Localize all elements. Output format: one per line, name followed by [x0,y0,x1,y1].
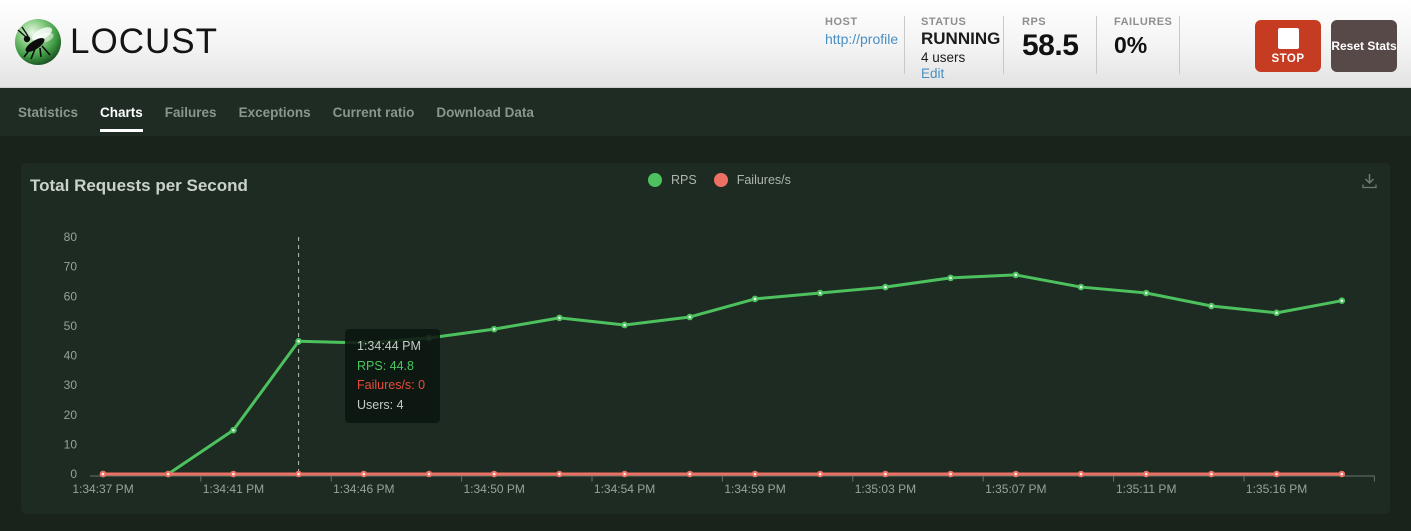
reset-stats-button[interactable]: Reset Stats [1331,20,1397,72]
host-label: HOST [825,16,858,28]
tab-statistics[interactable]: Statistics [18,104,79,120]
stop-button-label: STOP [1271,52,1305,65]
svg-text:70: 70 [64,260,78,274]
failures-s-series [99,470,1346,478]
svg-text:1:35:03 PM: 1:35:03 PM [855,482,916,496]
header-stats: HOST http://profile STATUS RUNNING 4 use… [809,0,1397,88]
svg-text:1:34:59 PM: 1:34:59 PM [724,482,785,496]
tooltip-failures: Failures/s: 0 [357,378,426,392]
svg-text:1:35:16 PM: 1:35:16 PM [1246,482,1307,496]
tooltip-users: Users: 4 [357,397,404,412]
tooltip-time: 1:34:44 PM [357,339,421,353]
user-count: 4 users [921,50,966,65]
main-nav: Statistics Charts Failures Exceptions Cu… [0,88,1411,136]
spacer [1180,16,1255,17]
svg-text:40: 40 [64,349,78,363]
download-chart-icon[interactable] [1360,172,1379,191]
legend-item-failures[interactable]: Failures/s [713,173,791,187]
svg-text:80: 80 [64,230,78,244]
tab-download-data[interactable]: Download Data [436,104,534,120]
stop-button[interactable]: STOP [1255,20,1321,72]
svg-text:1:34:37 PM: 1:34:37 PM [72,482,133,496]
chart-legend: RPS Failures/s [648,173,808,187]
logo-wordmark: LOCUST [70,22,218,61]
y-axis-labels: 0 10 20 30 40 50 60 70 80 [64,230,78,481]
svg-text:20: 20 [64,408,78,422]
failures-label: FAILURES [1114,16,1173,28]
logo: LOCUST [14,18,218,66]
svg-text:0: 0 [70,467,77,481]
chart-tooltip: 1:34:44 PM RPS: 44.8 Failures/s: 0 Users… [345,329,440,423]
svg-text:1:34:41 PM: 1:34:41 PM [203,482,264,496]
svg-text:50: 50 [64,319,78,333]
locust-logo-icon [15,19,61,65]
rps-series [99,271,1346,478]
tab-failures[interactable]: Failures [164,104,217,120]
tab-exceptions[interactable]: Exceptions [238,104,311,120]
status-value: RUNNING [921,29,1001,48]
svg-text:60: 60 [64,289,78,303]
svg-text:1:35:07 PM: 1:35:07 PM [985,482,1046,496]
tooltip-rps: RPS: 44.8 [357,358,414,373]
tab-current-ratio[interactable]: Current ratio [332,104,415,120]
host-link[interactable]: http://profile [825,31,899,47]
nav-tabs: Statistics Charts Failures Exceptions Cu… [0,88,1411,136]
edit-users-link[interactable]: Edit [921,66,945,81]
failures-legend-dot-icon [713,173,728,187]
rps-value: 58.5 [1022,29,1079,62]
stop-icon [1277,27,1299,49]
status-label: STATUS [921,16,967,28]
rps-block: RPS 58.5 [1003,16,1096,74]
x-axis [90,475,1375,482]
svg-text:1:34:54 PM: 1:34:54 PM [594,482,655,496]
svg-text:1:34:50 PM: 1:34:50 PM [464,482,525,496]
svg-text:1:34:46 PM: 1:34:46 PM [333,482,394,496]
failures-block: FAILURES 0% [1096,16,1180,74]
status-block: STATUS RUNNING 4 users Edit [904,16,1003,81]
x-axis-labels: 1:34:37 PM 1:34:41 PM 1:34:46 PM 1:34:50 PM… [72,482,1307,496]
legend-item-rps[interactable]: RPS [648,173,697,187]
host-block: HOST http://profile [809,16,904,74]
header: LOCUST HOST http://profile STATUS RUNNIN… [0,0,1411,88]
content-area: Total Requests per Second RPS Failures/s… [0,136,1411,531]
chart-title: Total Requests per Second [30,176,248,195]
rps-chart-panel: Total Requests per Second RPS Failures/s… [21,163,1390,514]
rps-legend-dot-icon [648,173,662,187]
svg-text:1:35:11 PM: 1:35:11 PM [1116,482,1176,496]
failures-value: 0% [1114,32,1148,58]
rps-label: RPS [1022,16,1047,28]
tab-charts[interactable]: Charts [100,88,143,136]
svg-text:10: 10 [64,437,78,451]
svg-text:30: 30 [64,378,78,392]
